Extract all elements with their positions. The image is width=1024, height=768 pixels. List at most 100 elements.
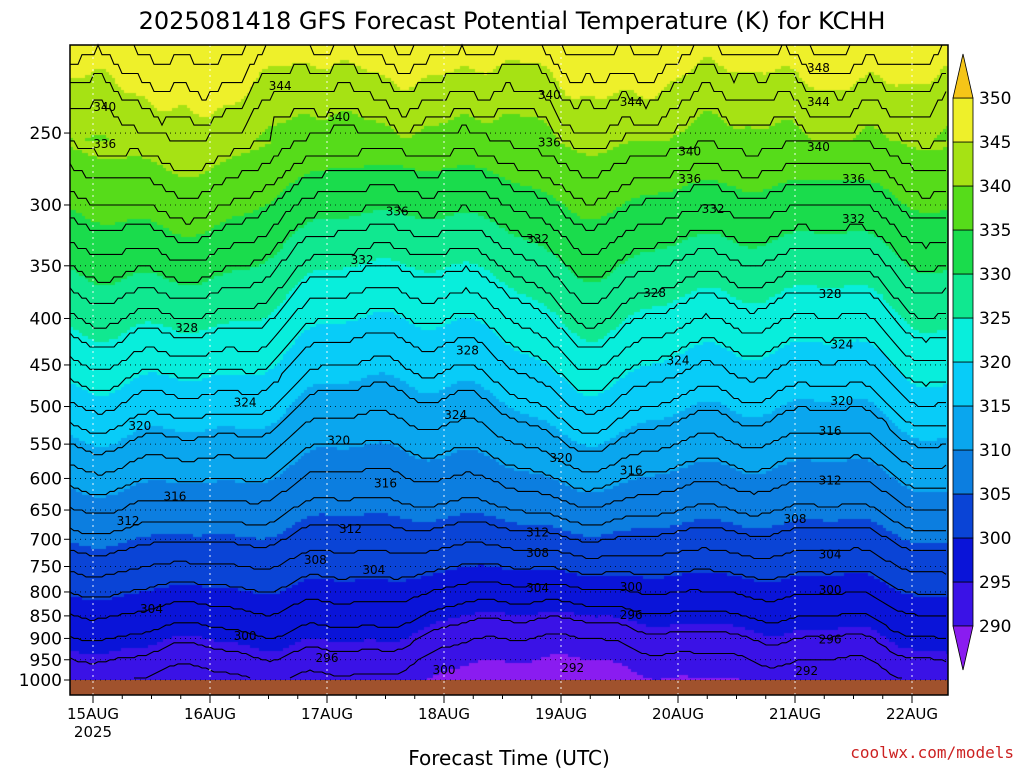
colorbar-bin <box>952 273 974 319</box>
contour-label: 308 <box>304 553 327 567</box>
y-tick-label: 350 <box>30 257 62 277</box>
contour-label: 348 <box>807 61 830 75</box>
contour-312 <box>70 409 947 476</box>
y-tick-label: 700 <box>30 530 62 550</box>
contour-label: 304 <box>819 548 842 562</box>
contour-320 <box>69 307 946 391</box>
y-tick-label: 550 <box>30 435 62 455</box>
contour-label: 340 <box>93 100 116 114</box>
contour-label: 332 <box>526 232 549 246</box>
contour-label: 316 <box>163 489 186 503</box>
y-tick-label: 800 <box>30 583 62 603</box>
contour-label: 340 <box>538 88 561 102</box>
contour-label: 320 <box>550 451 573 465</box>
theta-field <box>70 45 948 680</box>
contour-label: 312 <box>526 525 549 539</box>
x-tick-label: 22AUG <box>886 705 938 723</box>
contour-label: 332 <box>351 253 374 267</box>
colorbar-bin <box>952 317 974 363</box>
colorbar-bin <box>952 361 974 407</box>
contour-label: 300 <box>620 580 643 594</box>
colorbar-bin <box>952 229 974 275</box>
y-tick-label: 1000 <box>19 671 62 691</box>
x-axis: 15AUG 16AUG 17AUG 18AUG 19AUG 20AUG 21AUG 22AUG… <box>67 695 938 741</box>
colorbar-tick-label: 305 <box>979 485 1011 505</box>
colorbar-bin <box>952 141 974 187</box>
colorbar-tick-label: 330 <box>979 265 1011 285</box>
contour-label: 344 <box>269 79 292 93</box>
y-tick-label: 300 <box>30 196 62 216</box>
contour-label: 296 <box>620 608 643 622</box>
contour-label: 324 <box>830 337 853 351</box>
colorbar-bin <box>952 97 974 143</box>
colorbar-tick-label: 295 <box>979 573 1011 593</box>
colorbar-tick-label: 290 <box>979 617 1011 637</box>
contour-label: 316 <box>374 477 397 491</box>
contour-label: 324 <box>667 354 690 368</box>
contour-label: 344 <box>807 95 830 109</box>
contour-label: 308 <box>784 512 807 526</box>
contour-336 <box>70 147 946 225</box>
colorbar-bin <box>952 581 974 627</box>
colorbar-bottom-arrow <box>952 625 974 671</box>
contour-344 <box>70 63 946 127</box>
contour-label: 316 <box>819 424 842 438</box>
colorbar-top-arrow <box>952 53 974 99</box>
y-tick-label: 950 <box>30 651 62 671</box>
colorbar-tick-label: 345 <box>979 133 1011 153</box>
y-tick-label: 400 <box>30 309 62 329</box>
x-tick-label: 15AUG <box>67 705 119 723</box>
contour-label: 340 <box>327 110 350 124</box>
y-tick-label: 650 <box>30 501 62 521</box>
colorbar-bin <box>952 537 974 583</box>
contour-300 <box>69 563 946 598</box>
contour-label: 324 <box>234 396 257 410</box>
colorbar: 290 295 300 305 310 315 320 325 330 335 340 345 350 <box>952 53 1011 671</box>
colorbar-bin <box>952 449 974 495</box>
contour-labels: 348 344 344 344 340 340 340 340 340 336 336 336 336 3… <box>93 61 865 678</box>
contour-label: 312 <box>339 522 362 536</box>
colorbar-tick-label: 310 <box>979 441 1011 461</box>
y-axis: 2503003504004505005506006507007508008509… <box>19 124 70 691</box>
contour-label: 328 <box>175 321 198 335</box>
contour-label: 336 <box>842 172 865 186</box>
colorbar-tick-label: 335 <box>979 221 1011 241</box>
x-tick-label: 19AUG <box>535 705 587 723</box>
colorbar-bin <box>952 185 974 231</box>
x-tick-label: 16AUG <box>184 705 236 723</box>
contour-label: 296 <box>819 632 842 646</box>
contour-298 <box>69 581 946 622</box>
x-tick-label: 18AUG <box>418 705 470 723</box>
contour-306 <box>69 497 946 535</box>
grid-lines <box>70 45 948 695</box>
contour-label: 300 <box>433 663 456 677</box>
contour-label: 320 <box>327 434 350 448</box>
contour-label: 332 <box>702 202 725 216</box>
contour-label: 344 <box>620 95 643 109</box>
colorbar-tick-label: 350 <box>979 89 1011 109</box>
contour-340 <box>70 108 946 172</box>
colorbar-bin <box>952 405 974 451</box>
colorbar-tick-label: 340 <box>979 177 1011 197</box>
colorbar-tick-label: 325 <box>979 309 1011 329</box>
contour-label: 292 <box>795 664 818 678</box>
colorbar-bin <box>952 493 974 539</box>
x-tick-label: 17AUG <box>301 705 353 723</box>
y-tick-label: 850 <box>30 607 62 627</box>
contour-label: 312 <box>819 473 842 487</box>
contour-324 <box>69 264 946 348</box>
contour-label: 292 <box>561 661 584 675</box>
contour-318 <box>70 332 946 415</box>
x-tick-label: 21AUG <box>769 705 821 723</box>
chart-title: 2025081418 GFS Forecast Potential Temper… <box>139 7 886 35</box>
contour-label: 336 <box>93 137 116 151</box>
contour-326 <box>70 242 946 329</box>
contour-label: 340 <box>807 140 830 154</box>
contour-label: 336 <box>538 135 561 149</box>
contour-label: 336 <box>386 204 409 218</box>
contour-label: 324 <box>444 408 467 422</box>
contour-316 <box>69 355 946 434</box>
contour-328 <box>69 223 947 304</box>
x-tick-label: 20AUG <box>652 705 704 723</box>
y-tick-label: 500 <box>30 398 62 418</box>
